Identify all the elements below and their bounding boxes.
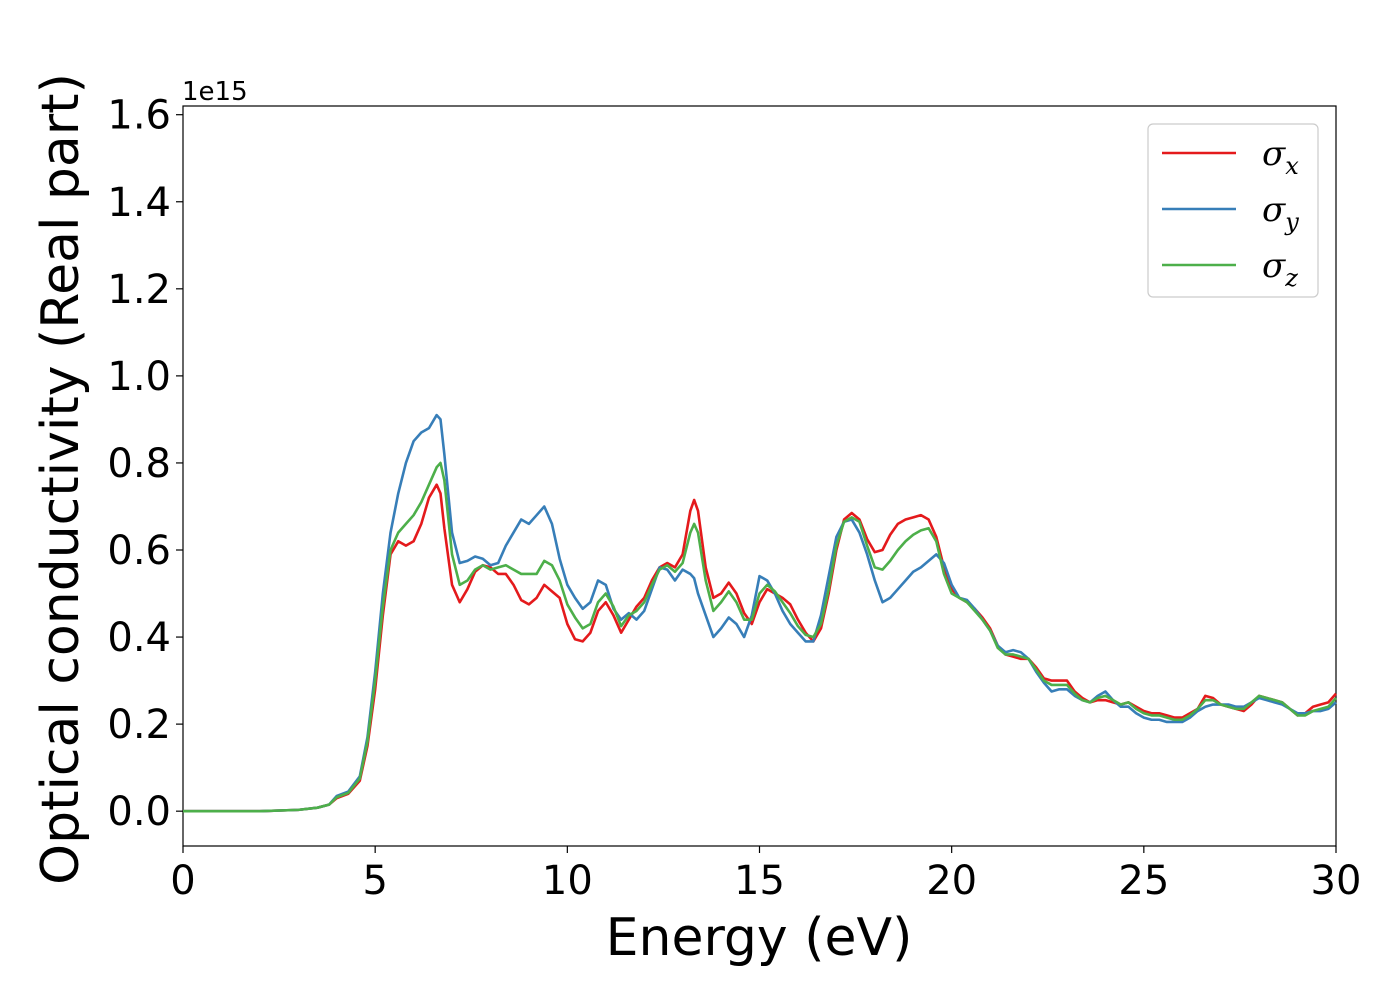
y-tick-label: 1.2: [107, 267, 171, 313]
x-axis-title: Energy (eV): [606, 908, 913, 968]
x-axis-ticks: 0 5 10 15 20 25 30: [170, 846, 1361, 904]
y-tick-label: 0.6: [107, 528, 171, 574]
x-tick-label: 10: [542, 858, 593, 904]
optical-conductivity-chart: 0 5 10 15 20 25 30 0.0 0.2 0.4 0.6 0.8 1.0 1.2 1.4 1.6…: [0, 0, 1400, 1000]
x-tick-label: 15: [734, 858, 785, 904]
x-tick-label: 0: [170, 858, 195, 904]
y-tick-label: 0.2: [107, 702, 171, 748]
y-axis-title: Optical conductivity (Real part): [31, 73, 91, 885]
y-tick-label: 1.0: [107, 354, 171, 400]
x-tick-label: 30: [1311, 858, 1362, 904]
y-axis-ticks: 0.0 0.2 0.4 0.6 0.8 1.0 1.2 1.4 1.6: [107, 93, 183, 835]
x-tick-label: 25: [1118, 858, 1169, 904]
y-tick-label: 0.0: [107, 789, 171, 835]
y-offset-label: 1e15: [182, 77, 248, 107]
y-tick-label: 1.4: [107, 180, 171, 226]
y-tick-label: 1.6: [107, 93, 171, 139]
x-tick-label: 5: [362, 858, 387, 904]
y-tick-label: 0.4: [107, 615, 171, 661]
x-tick-label: 20: [926, 858, 977, 904]
y-tick-label: 0.8: [107, 441, 171, 487]
